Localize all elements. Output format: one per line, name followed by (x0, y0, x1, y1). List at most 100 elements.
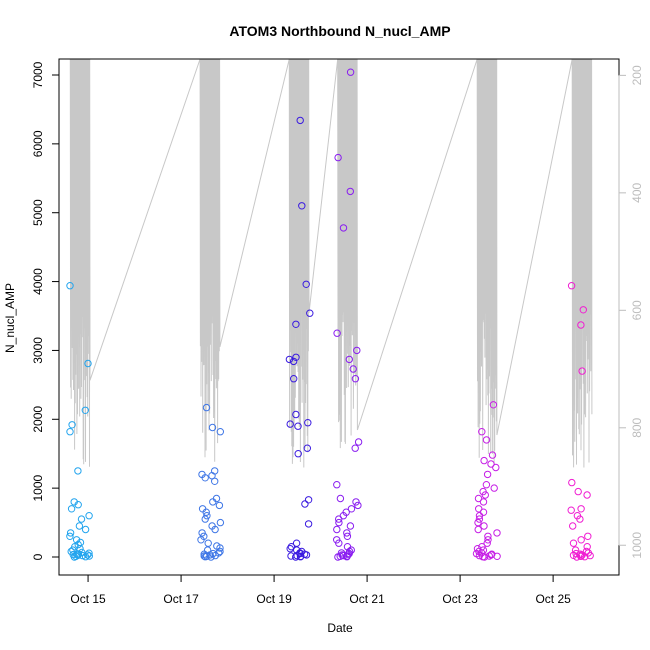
data-point (483, 470, 492, 479)
data-point (289, 357, 298, 366)
y-tick-label: 1000 (31, 474, 45, 501)
data-point (333, 481, 341, 489)
data-point (345, 547, 354, 556)
data-point (81, 525, 90, 534)
data-point (66, 428, 74, 436)
data-point (294, 450, 302, 458)
data-point (285, 355, 294, 364)
data-point (478, 428, 486, 436)
data-point (568, 478, 576, 487)
data-point (479, 487, 487, 496)
data-point (473, 545, 482, 553)
data-point (77, 515, 86, 523)
y-tick-label: 0 (31, 553, 45, 560)
data-point (492, 463, 500, 472)
data-point (68, 421, 76, 429)
data-point (582, 547, 591, 556)
data-point (489, 401, 498, 409)
data-point (472, 549, 481, 558)
data-point (296, 116, 304, 125)
y-tick-label: 5000 (31, 199, 45, 226)
data-point (474, 525, 482, 534)
data-point (85, 512, 93, 520)
data-point (72, 536, 81, 544)
data-point (478, 543, 486, 551)
data-point (353, 346, 361, 355)
data-point (480, 522, 488, 530)
data-point (302, 280, 310, 288)
data-point (306, 309, 314, 317)
data-point (347, 505, 356, 513)
data-point (351, 375, 360, 383)
data-point (333, 536, 341, 544)
data-point (67, 547, 75, 556)
data-point (488, 550, 496, 558)
background-trace (69, 58, 593, 468)
data-point (298, 547, 306, 556)
data-point (304, 496, 313, 504)
data-point (337, 549, 346, 557)
data-point (577, 536, 585, 544)
data-point (70, 498, 78, 506)
data-point (579, 306, 587, 314)
data-point (576, 550, 585, 558)
data-point (66, 532, 74, 540)
data-point (474, 494, 483, 503)
data-point (584, 532, 592, 540)
data-point (216, 547, 224, 556)
data-point (216, 428, 225, 436)
data-point (334, 153, 342, 162)
data-point (484, 532, 492, 540)
data-point (569, 539, 578, 547)
data-point (215, 501, 224, 510)
data-point (573, 512, 582, 520)
data-point (213, 542, 221, 550)
data-point (484, 536, 492, 544)
data-point (482, 481, 491, 489)
data-point (74, 467, 82, 475)
data-point (292, 353, 300, 361)
data-point (208, 423, 217, 432)
data-point (202, 403, 211, 412)
data-point (567, 282, 576, 290)
y2-axis: 200 400 600 800 1000 (618, 65, 644, 559)
data-point (483, 539, 491, 547)
data-point (290, 375, 298, 383)
y-axis-label: N_nucl_AMP (3, 283, 17, 353)
x-axis: Oct 15 Oct 17 Oct 19 Oct 21 Oct 23 Oct 25 (70, 574, 571, 606)
data-point (480, 456, 488, 465)
data-point (294, 422, 302, 430)
x-tick-label: Oct 19 (256, 592, 292, 606)
data-point (209, 549, 217, 558)
data-point (583, 543, 591, 551)
data-point (493, 529, 501, 537)
data-point (78, 551, 87, 560)
x-tick-label: Oct 17 (163, 592, 199, 606)
data-point (215, 549, 223, 557)
data-point (346, 68, 355, 76)
data-point (198, 505, 207, 513)
y-tick-label: 4000 (31, 268, 45, 295)
data-point (346, 187, 354, 196)
data-point (474, 518, 482, 527)
data-point (198, 470, 206, 479)
data-point (479, 498, 488, 506)
data-point (304, 520, 313, 528)
data-point (577, 321, 585, 329)
data-point (301, 500, 309, 508)
x-tick-label: Oct 21 (349, 592, 385, 606)
y-tick-label: 7000 (31, 61, 45, 88)
data-point (569, 522, 577, 530)
data-point (203, 512, 211, 520)
data-point (292, 539, 301, 547)
data-point (336, 494, 345, 503)
data-point (74, 540, 82, 549)
data-point (292, 410, 300, 419)
data-point (201, 515, 209, 523)
data-point (198, 529, 206, 537)
y2-tick-label: 1000 (630, 532, 644, 559)
chart-title: ATOM3 Northbound N_nucl_AMP (229, 23, 450, 39)
y2-tick-label: 600 (630, 300, 644, 320)
data-point (67, 505, 76, 513)
data-point (304, 419, 312, 427)
